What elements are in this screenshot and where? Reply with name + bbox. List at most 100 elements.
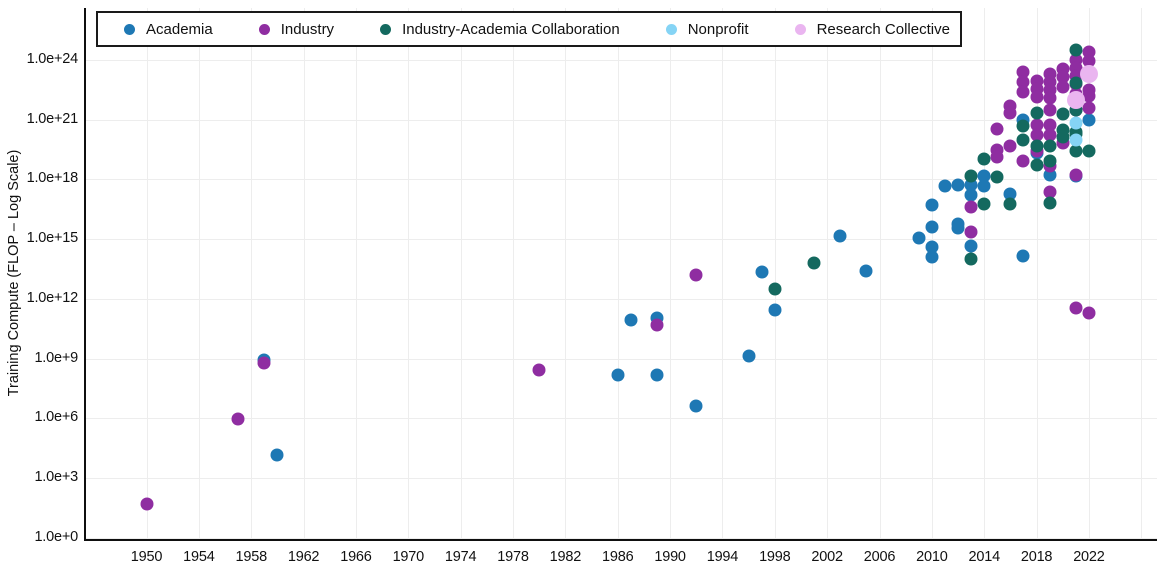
data-point-industry-academia-collaboration[interactable] [1069,144,1083,158]
legend-item-industry[interactable]: Industry [258,21,334,38]
data-point-industry[interactable] [1043,185,1057,199]
data-point-industry[interactable] [1016,75,1030,89]
data-point-industry[interactable] [1043,103,1057,117]
data-point-academia[interactable] [768,303,782,317]
data-point-industry[interactable] [1043,128,1057,142]
data-point-industry[interactable] [650,318,664,332]
data-point-industry-academia-collaboration[interactable] [977,152,991,166]
data-point-industry-academia-collaboration[interactable] [768,282,782,296]
data-point-academia[interactable] [925,250,939,264]
y-tick-label: 1.0e+9 [34,349,78,366]
data-point-industry-academia-collaboration[interactable] [1069,43,1083,57]
x-tick-label: 1998 [759,549,791,565]
x-gridline [303,8,305,540]
data-point-research-collective[interactable] [1066,90,1085,109]
data-point-academia[interactable] [755,265,769,279]
x-tick-label: 1990 [654,549,686,565]
data-point-industry-academia-collaboration[interactable] [977,197,991,211]
data-point-industry[interactable] [1056,70,1070,84]
data-point-academia[interactable] [624,313,638,327]
data-point-industry[interactable] [1030,128,1044,142]
data-point-industry-academia-collaboration[interactable] [1030,158,1044,172]
data-point-industry[interactable] [1069,168,1083,182]
x-tick-label: 1970 [392,549,425,565]
data-point-industry[interactable] [990,122,1004,136]
data-point-industry-academia-collaboration[interactable] [1043,139,1057,153]
data-point-industry-academia-collaboration[interactable] [807,256,821,270]
y-tick-label: 1.0e+0 [34,529,78,545]
x-tick-label: 2022 [1073,549,1105,565]
data-point-academia[interactable] [1003,187,1017,201]
data-point-academia[interactable] [964,188,978,202]
data-point-academia[interactable] [859,264,873,278]
data-point-industry[interactable] [1082,306,1096,320]
data-point-industry[interactable] [1082,54,1096,68]
data-point-industry[interactable] [1003,139,1017,153]
data-point-industry[interactable] [1082,101,1096,115]
data-point-academia[interactable] [270,448,284,462]
legend-item-research-collective[interactable]: Research Collective [794,21,950,38]
data-point-academia[interactable] [925,220,939,234]
x-gridline [146,8,148,540]
data-point-industry-academia-collaboration[interactable] [964,252,978,266]
data-point-industry[interactable] [140,497,154,511]
data-point-academia[interactable] [1016,249,1030,263]
data-point-academia[interactable] [833,229,847,243]
data-point-industry[interactable] [1016,85,1030,99]
data-point-academia[interactable] [938,179,952,193]
x-gridline [1036,8,1038,540]
data-point-academia[interactable] [951,178,965,192]
data-point-nonprofit[interactable] [1069,133,1083,146]
data-point-industry[interactable] [1030,118,1044,132]
legend-item-industry-academia-collaboration[interactable]: Industry-Academia Collaboration [380,21,620,38]
data-point-industry[interactable] [1003,106,1017,120]
x-gridline [355,8,357,540]
data-point-industry[interactable] [532,363,546,377]
data-point-academia[interactable] [951,221,965,235]
data-point-industry-academia-collaboration[interactable] [1003,197,1017,211]
data-point-industry[interactable] [231,412,245,426]
data-point-industry[interactable] [1082,89,1096,103]
data-point-industry-academia-collaboration[interactable] [1082,144,1096,158]
y-gridline [85,298,1157,300]
data-point-academia[interactable] [912,231,926,245]
data-point-industry[interactable] [964,225,978,239]
data-point-industry-academia-collaboration[interactable] [964,169,978,183]
data-point-industry[interactable] [1043,91,1057,105]
legend: Academia Industry Industry-Academia Collab… [96,11,962,47]
data-point-academia[interactable] [650,368,664,382]
y-gridline [85,538,1157,539]
data-point-academia[interactable] [742,349,756,363]
data-point-academia[interactable] [611,368,625,382]
data-point-industry[interactable] [990,150,1004,164]
data-point-industry[interactable] [1069,301,1083,315]
data-point-industry[interactable] [257,356,271,370]
data-point-industry-academia-collaboration[interactable] [1030,139,1044,153]
data-point-industry[interactable] [1016,65,1030,79]
legend-item-academia[interactable]: Academia [124,21,213,38]
data-point-academia[interactable] [925,198,939,212]
data-point-academia[interactable] [977,179,991,193]
data-point-industry[interactable] [1056,80,1070,94]
data-point-industry[interactable] [964,200,978,214]
data-point-industry-academia-collaboration[interactable] [1043,196,1057,210]
data-point-academia[interactable] [964,239,978,253]
data-point-industry-academia-collaboration[interactable] [1016,119,1030,133]
data-point-industry-academia-collaboration[interactable] [1056,130,1070,144]
data-point-industry-academia-collaboration[interactable] [1069,76,1083,90]
data-point-industry-academia-collaboration[interactable] [1056,107,1070,121]
data-point-nonprofit[interactable] [1069,116,1083,130]
x-axis-line [84,539,1157,541]
data-point-industry[interactable] [1030,90,1044,104]
data-point-industry[interactable] [1043,118,1057,132]
data-point-industry-academia-collaboration[interactable] [1043,154,1057,168]
data-point-industry-academia-collaboration[interactable] [1016,133,1030,146]
data-point-research-collective[interactable] [1079,64,1098,83]
legend-item-nonprofit[interactable]: Nonprofit [665,21,749,38]
data-point-industry[interactable] [1016,154,1030,168]
data-point-industry-academia-collaboration[interactable] [1030,106,1044,120]
data-point-academia[interactable] [1082,113,1096,127]
data-point-academia[interactable] [689,399,703,413]
data-point-industry-academia-collaboration[interactable] [990,170,1004,184]
data-point-industry[interactable] [689,268,703,282]
